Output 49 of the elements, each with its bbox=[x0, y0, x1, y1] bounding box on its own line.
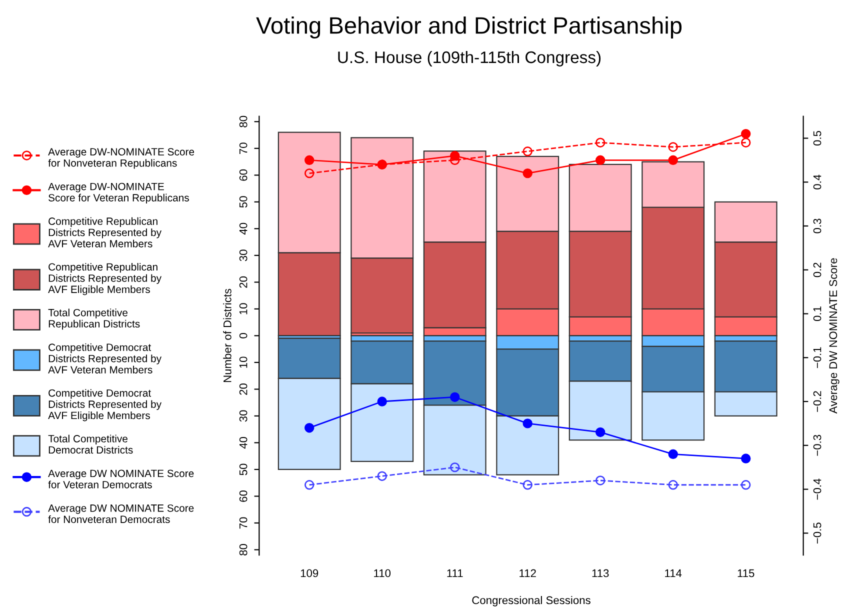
x-tick-label: 112 bbox=[520, 569, 536, 578]
y-tick-label: 30 bbox=[239, 410, 248, 422]
y-axis-title: Number of Districts bbox=[223, 288, 232, 382]
y-tick-label: 60 bbox=[239, 490, 248, 502]
y-tick-label: 50 bbox=[239, 464, 248, 476]
x-tick-label: 110 bbox=[374, 569, 391, 578]
y2-axis-title: Average DW NOMINATE Score bbox=[829, 258, 840, 414]
x-tick-label: 114 bbox=[665, 569, 682, 578]
y-tick-label: 20 bbox=[239, 276, 248, 288]
x-tick-label: 111 bbox=[447, 569, 463, 578]
y-tick-label: 80 bbox=[239, 544, 248, 556]
y3-tick-label: −0.5 bbox=[813, 522, 822, 544]
x-tick-label: 109 bbox=[300, 569, 318, 578]
y-tick-label: 10 bbox=[239, 303, 248, 314]
y-tick-label: 60 bbox=[239, 169, 248, 181]
x-tick-label: 115 bbox=[738, 569, 754, 578]
y-tick-label: 70 bbox=[239, 142, 248, 154]
y-tick-label: 20 bbox=[239, 383, 248, 395]
legend-label: Total Competitive Republican Districts bbox=[48, 308, 140, 330]
y3-tick-label: −0.1 bbox=[813, 347, 822, 368]
y3-tick-label: −0.3 bbox=[813, 434, 822, 456]
chart-subtitle: U.S. House (109th-115th Congress) bbox=[338, 50, 601, 66]
y-tick-label: 50 bbox=[239, 196, 248, 208]
y2-tick-label: 0.5 bbox=[813, 130, 822, 146]
chart-title: Voting Behavior and District Partisanship bbox=[256, 16, 682, 39]
y2-tick-label: 0.2 bbox=[813, 262, 822, 278]
y2-tick-label: 0.4 bbox=[813, 174, 822, 190]
legend-label: Competitive Republican Districts Represented by AVF Eligible Members bbox=[48, 262, 162, 296]
y3-tick-label: −0.2 bbox=[813, 391, 822, 412]
legend-label: Average DW-NOMINATE Score for Nonveteran Republicans bbox=[48, 148, 194, 169]
legend-label: Competitive Republican Districts Represented by AVF Veteran Members bbox=[48, 217, 162, 248]
legend-label: Competitive Democrat Districts Represented by AVF Veteran Members bbox=[48, 343, 162, 374]
y-tick-label: 40 bbox=[239, 436, 248, 449]
y-tick-label: 40 bbox=[239, 222, 248, 235]
y-tick-label: 0 bbox=[239, 333, 248, 338]
legend-label: Average DW-NOMINATE Score for Veteran Republicans bbox=[48, 182, 189, 204]
x-axis-title: Congressional Sessions bbox=[472, 596, 590, 606]
y3-tick-label: −0.4 bbox=[813, 478, 822, 500]
legend-label: Average DW NOMINATE Score for Veteran Democrats bbox=[48, 470, 194, 488]
x-tick-label: 113 bbox=[592, 569, 609, 578]
y-tick-label: 80 bbox=[239, 116, 248, 128]
y2-tick-label: 0.3 bbox=[813, 218, 822, 234]
legend-label: Average DW NOMINATE Score for Nonveteran Democrats bbox=[48, 504, 194, 524]
legend-label: Total Competitive Democrat Districts bbox=[48, 434, 133, 454]
y-tick-label: 30 bbox=[239, 250, 248, 262]
y2-tick-label: 0.1 bbox=[813, 306, 822, 322]
legend-label: Competitive Democrat Districts Represented by AVF Eligible Members bbox=[48, 389, 162, 422]
y-tick-label: 10 bbox=[239, 356, 248, 368]
y-tick-label: 70 bbox=[239, 517, 248, 529]
